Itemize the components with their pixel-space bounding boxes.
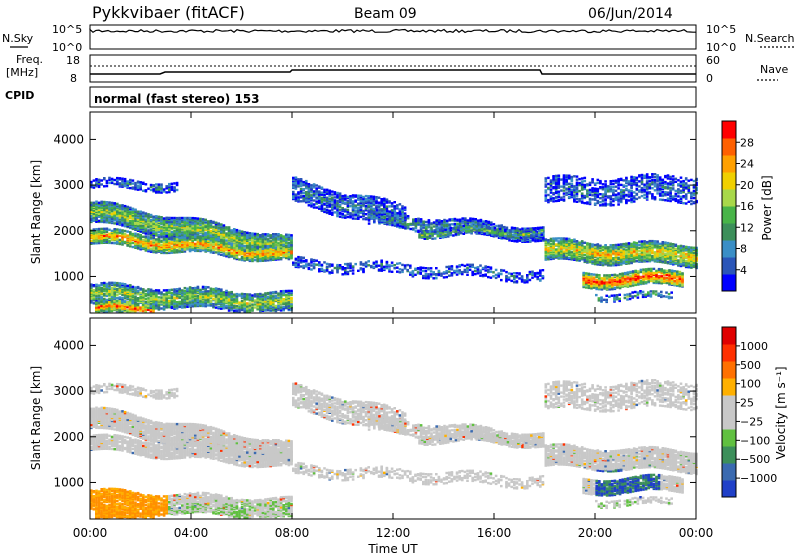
colorbar-swatch — [722, 155, 736, 173]
colorbar-swatch — [722, 274, 736, 292]
colorbar-swatch — [722, 138, 736, 156]
date-title: 06/Jun/2014 — [588, 6, 673, 22]
x-tick-label: 04:00 — [174, 526, 209, 540]
colorbar-swatch — [722, 378, 736, 396]
colorbar-tick-label: 100 — [740, 378, 761, 391]
nsky-tick-top: 10^5 — [52, 23, 82, 36]
y-tick-label: 1000 — [53, 475, 84, 489]
freq-panel: Freq. [MHz] 18 8 60 0 Nave — [6, 53, 788, 85]
nsky-panel: N.Sky 10^5 10^0 10^5 10^0 N.Search — [2, 23, 795, 54]
x-tick-label: 00:00 — [679, 526, 714, 540]
nave-tick-bottom: 0 — [706, 72, 713, 85]
colorbar-tick-label: 25 — [740, 397, 754, 410]
colorbar-tick-label: 12 — [740, 221, 754, 234]
colorbar-swatch — [722, 257, 736, 275]
power-colorbar: 28 24 20 16 12 8 4 — [721, 120, 754, 292]
colorbar-swatch — [722, 172, 736, 190]
colorbar-swatch — [722, 412, 736, 430]
freq-label-2: [MHz] — [6, 66, 38, 79]
colorbar-tick-label: −500 — [740, 453, 770, 466]
colorbar-swatch — [722, 240, 736, 258]
power-colorbar-label: Power [dB] — [760, 175, 774, 240]
cpid-text: normal (fast stereo) 153 — [94, 92, 260, 106]
colorbar-tick-label: 4 — [740, 264, 747, 277]
y-tick-label: 4000 — [53, 338, 84, 352]
power-y-axis: 1000 2000 3000 4000 — [53, 132, 696, 283]
colorbar-swatch — [722, 121, 736, 139]
colorbar-swatch — [722, 344, 736, 362]
freq-tick-bottom: 8 — [70, 72, 77, 85]
colorbar-swatch — [722, 223, 736, 241]
colorbar-tick-label: 20 — [740, 179, 754, 192]
colorbar-swatch — [722, 327, 736, 345]
colorbar-tick-label: 16 — [740, 200, 754, 213]
colorbar-swatch — [722, 446, 736, 464]
colorbar-tick-label: 1000 — [740, 340, 768, 353]
x-axis-label: Time UT — [367, 542, 418, 554]
nsky-trace — [89, 28, 696, 34]
y-tick-label: 1000 — [53, 269, 84, 283]
station-title: Pykkvibaer (fitACF) — [92, 3, 245, 22]
freq-tick-top: 18 — [66, 54, 80, 67]
colorbar-swatch — [722, 361, 736, 379]
velocity-heatmap — [90, 379, 698, 519]
y-tick-label: 2000 — [53, 430, 84, 444]
velocity-colorbar: 1000 500 100 25 −25 −100 −500 −1000 — [721, 326, 777, 498]
colorbar-tick-label: −1000 — [740, 472, 777, 485]
nsky-label: N.Sky — [2, 32, 34, 45]
freq-label-1: Freq. — [16, 53, 43, 66]
colorbar-swatch — [722, 429, 736, 447]
nsearch-tick-bottom: 10^0 — [706, 41, 736, 54]
x-tick-label: 20:00 — [578, 526, 613, 540]
cpid-panel: CPID normal (fast stereo) 153 — [5, 86, 697, 108]
x-axis: 00:00 04:00 08:00 12:00 16:00 20:00 00:00 — [73, 112, 714, 540]
y-tick-label: 2000 — [53, 224, 84, 238]
velocity-ylabel: Slant Range [km] — [29, 366, 43, 470]
power-panel: 1000 2000 3000 4000 Slant Range [km] 28 24 20… — [29, 111, 774, 314]
nsearch-label: N.Search — [745, 32, 795, 45]
cpid-label: CPID — [5, 89, 34, 102]
colorbar-swatch — [722, 480, 736, 498]
x-tick-label: 12:00 — [376, 526, 411, 540]
colorbar-swatch — [722, 189, 736, 207]
freq-trace — [90, 69, 696, 75]
nave-label: Nave — [760, 63, 788, 76]
colorbar-tick-label: −100 — [740, 434, 770, 447]
colorbar-tick-label: 500 — [740, 359, 761, 372]
colorbar-swatch — [722, 395, 736, 413]
colorbar-swatch — [722, 206, 736, 224]
nsky-tick-bottom: 10^0 — [52, 41, 82, 54]
y-tick-label: 3000 — [53, 178, 84, 192]
colorbar-tick-label: 8 — [740, 243, 747, 256]
colorbar-swatch — [722, 463, 736, 481]
velocity-colorbar-label: Velocity [m s⁻¹] — [774, 366, 788, 459]
y-tick-label: 4000 — [53, 132, 84, 146]
power-ylabel: Slant Range [km] — [29, 160, 43, 264]
velocity-y-axis: 1000 2000 3000 4000 — [53, 338, 696, 489]
x-tick-label: 16:00 — [477, 526, 512, 540]
velocity-panel: 1000 2000 3000 4000 Slant Range [km] 1000 50… — [29, 317, 788, 520]
nsearch-tick-top: 10^5 — [706, 23, 736, 36]
x-tick-label: 08:00 — [275, 526, 310, 540]
nave-tick-top: 60 — [706, 54, 720, 67]
colorbar-tick-label: −25 — [740, 415, 763, 428]
power-heatmap — [90, 173, 698, 313]
colorbar-tick-label: 24 — [740, 158, 754, 171]
y-tick-label: 3000 — [53, 384, 84, 398]
beam-title: Beam 09 — [354, 6, 417, 22]
colorbar-tick-label: 28 — [740, 136, 754, 149]
x-tick-label: 00:00 — [73, 526, 108, 540]
